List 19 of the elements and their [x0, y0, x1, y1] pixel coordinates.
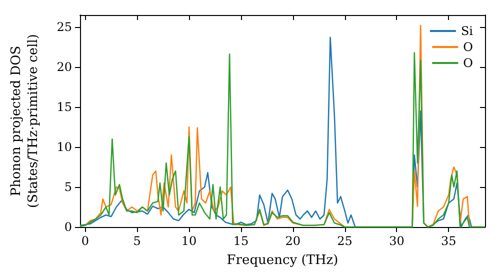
x-tick-label: 5 — [133, 234, 141, 248]
y-tick-label: 20 — [56, 60, 72, 74]
x-tick-label: 30 — [389, 234, 404, 248]
x-tick-label: 20 — [285, 234, 301, 248]
legend-label: O — [463, 56, 474, 70]
x-tick-label: 35 — [441, 234, 456, 248]
y-tick-label: 5 — [64, 180, 72, 194]
y-tick-label: 10 — [56, 140, 72, 154]
x-tick-label: 25 — [337, 234, 352, 248]
y-tick-label: 15 — [56, 100, 72, 114]
legend-label: Si — [460, 24, 474, 38]
x-axis-title: Frequency (THz) — [226, 253, 338, 268]
y-tick-label: 0 — [64, 220, 72, 234]
y-axis-title: Phonon projected DOS (States/THz·primitive cell) — [9, 34, 41, 208]
x-tick-label: 15 — [233, 234, 249, 248]
y-tick-label: 25 — [56, 20, 72, 34]
x-tick-label: 0 — [81, 234, 90, 248]
x-tick-label: 10 — [181, 234, 197, 248]
legend-label: O — [463, 40, 474, 54]
